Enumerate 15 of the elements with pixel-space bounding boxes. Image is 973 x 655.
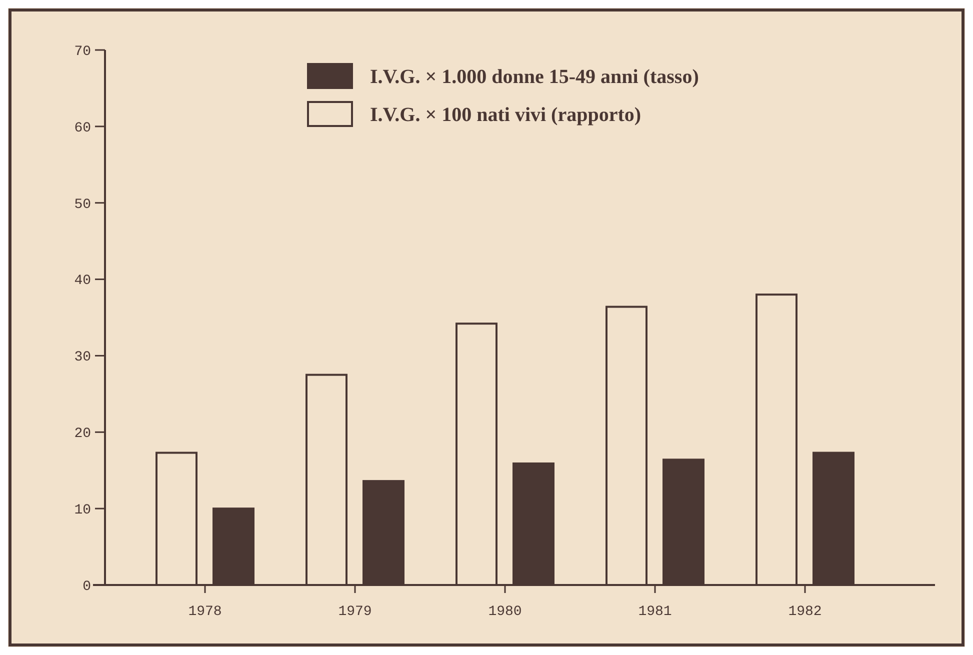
y-tick-label: 20: [74, 426, 91, 442]
legend-label: I.V.G. × 100 nati vivi (rapporto): [370, 104, 642, 126]
y-tick-label: 70: [74, 44, 91, 60]
y-tick-label: 50: [74, 196, 91, 213]
x-tick-label: 1980: [488, 604, 522, 620]
x-tick-label: 1981: [638, 604, 672, 620]
x-tick-label: 1978: [188, 604, 222, 620]
x-tick-label: 1979: [338, 604, 372, 620]
y-tick-label: 60: [74, 120, 91, 136]
y-tick-label: 30: [74, 350, 91, 366]
y-tick-label: 0: [82, 578, 91, 595]
x-tick-label: 1982: [788, 604, 822, 620]
y-tick-label: 10: [74, 502, 91, 518]
y-tick-label: 40: [74, 273, 91, 290]
legend-label: I.V.G. × 1.000 donne 15-49 anni (tasso): [370, 66, 699, 88]
